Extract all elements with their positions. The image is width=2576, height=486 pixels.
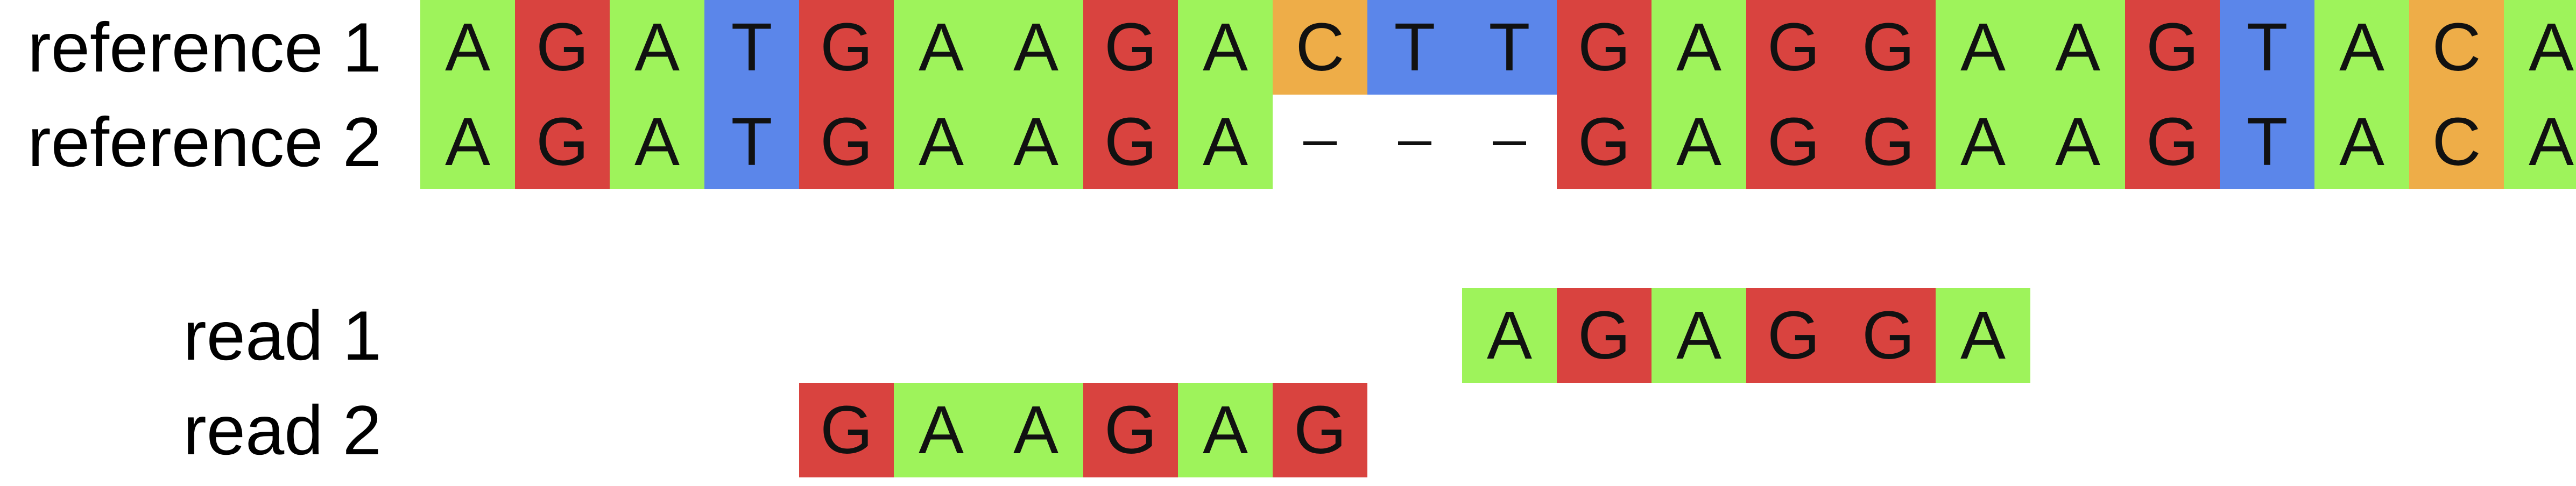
- reference-2-gap-cell: [1367, 95, 1462, 189]
- reference-2-base-a-cell: A: [894, 95, 989, 189]
- read-2-base-a-cell: A: [989, 383, 1083, 477]
- reference-1-base-a-cell: A: [1178, 0, 1273, 95]
- reference-1-base-t-cell: T: [2220, 0, 2314, 95]
- read-1-base-a-cell: A: [1652, 288, 1746, 383]
- reference-2-base-a-cell: A: [1936, 95, 2030, 189]
- read-2-base-a-cell: A: [1178, 383, 1273, 477]
- reference-2-gap-cell: [1462, 95, 1557, 189]
- reference-1-base-a-cell: A: [610, 0, 704, 95]
- reference-1-base-t-cell: T: [1367, 0, 1462, 95]
- reference-2-base-a-cell: A: [2314, 95, 2409, 189]
- reference-1-base-g-cell: G: [799, 0, 894, 95]
- reference-2-gap-cell: [1273, 95, 1367, 189]
- reference-1-base-a-cell: A: [989, 0, 1083, 95]
- read-2-base-a-cell: A: [894, 383, 989, 477]
- read-1-base-g-cell: G: [1841, 288, 1936, 383]
- row-label-reference-2: reference 2: [27, 103, 382, 181]
- reference-1-base-g-cell: G: [1083, 0, 1178, 95]
- read-2-base-g-cell: G: [1083, 383, 1178, 477]
- reference-2-base-g-cell: G: [515, 95, 610, 189]
- reference-1-base-a-cell: A: [1936, 0, 2030, 95]
- reference-1-base-a-cell: A: [420, 0, 515, 95]
- reference-2-base-a-cell: A: [420, 95, 515, 189]
- reference-2-base-t-cell: T: [2220, 95, 2314, 189]
- reference-1-base-c-cell: C: [2409, 0, 2504, 95]
- reference-2-base-g-cell: G: [799, 95, 894, 189]
- reference-1-base-g-cell: G: [1746, 0, 1841, 95]
- reference-2-base-c-cell: C: [2409, 95, 2504, 189]
- read-2-base-g-cell: G: [799, 383, 894, 477]
- reference-1-base-g-cell: G: [1841, 0, 1936, 95]
- reference-1-base-a-cell: A: [894, 0, 989, 95]
- row-label-read-2: read 2: [183, 391, 382, 469]
- reference-1-base-a-cell: A: [2504, 0, 2576, 95]
- reference-1-base-t-cell: T: [1462, 0, 1557, 95]
- reference-1-base-g-cell: G: [1557, 0, 1652, 95]
- read-1-base-a-cell: A: [1936, 288, 2030, 383]
- reference-1-base-a-cell: A: [2314, 0, 2409, 95]
- read-2-base-g-cell: G: [1273, 383, 1367, 477]
- reference-1-base-g-cell: G: [515, 0, 610, 95]
- reference-2-base-a-cell: A: [2504, 95, 2576, 189]
- reference-1-base-a-cell: A: [2030, 0, 2125, 95]
- reference-1-base-g-cell: G: [2125, 0, 2220, 95]
- reference-2-base-a-cell: A: [1178, 95, 1273, 189]
- reference-2-base-a-cell: A: [2030, 95, 2125, 189]
- read-1-base-g-cell: G: [1557, 288, 1652, 383]
- reference-1-base-c-cell: C: [1273, 0, 1367, 95]
- reference-2-base-a-cell: A: [989, 95, 1083, 189]
- reference-1-base-a-cell: A: [1652, 0, 1746, 95]
- reference-2-base-g-cell: G: [2125, 95, 2220, 189]
- reference-2-base-g-cell: G: [1746, 95, 1841, 189]
- reference-2-base-a-cell: A: [610, 95, 704, 189]
- reference-2-base-a-cell: A: [1652, 95, 1746, 189]
- row-label-reference-1: reference 1: [27, 8, 382, 87]
- reference-2-base-t-cell: T: [704, 95, 799, 189]
- row-label-read-1: read 1: [183, 296, 382, 375]
- reference-2-base-g-cell: G: [1841, 95, 1936, 189]
- read-1-base-g-cell: G: [1746, 288, 1841, 383]
- reference-2-base-g-cell: G: [1557, 95, 1652, 189]
- reference-1-base-t-cell: T: [704, 0, 799, 95]
- read-1-base-a-cell: A: [1462, 288, 1557, 383]
- reference-2-base-g-cell: G: [1083, 95, 1178, 189]
